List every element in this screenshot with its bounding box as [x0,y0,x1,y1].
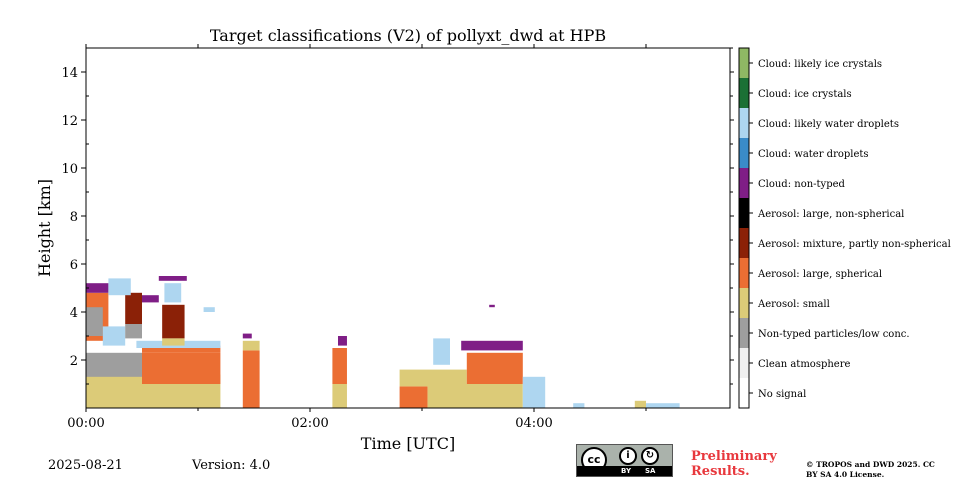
colorbar-swatch-11 [739,48,749,78]
colorbar-label: Aerosol: large, spherical [757,269,882,280]
sa-label: SA [645,467,656,475]
x-axis-label: Time [UTC] [361,434,455,453]
cc-license-badge: cc i ↻ BY SA [576,444,673,477]
colorbar-swatch-8 [739,138,749,168]
colorbar-label: Cloud: likely water droplets [758,119,899,130]
class-cell-26 [427,384,523,408]
chart-title: Target classifications (V2) of pollyxt_d… [210,26,606,45]
class-cell-7 [125,324,142,339]
colorbar-label: Cloud: water droplets [758,149,869,160]
colorbar-label: Non-typed particles/low conc. [758,329,910,340]
share-alike-icon: ↻ [641,447,659,465]
preliminary-notice: Preliminary Results. [691,449,777,479]
class-cell-33 [634,400,646,408]
class-cell-13 [108,278,131,296]
y-tick-label: 8 [70,210,78,225]
colorbar-swatch-1 [739,348,749,378]
class-cell-23 [338,336,347,346]
class-cell-21 [332,384,347,408]
class-cell-12 [86,283,109,293]
class-cell-4 [86,307,103,336]
measurement-date: 2025-08-21 [48,458,123,473]
colorbar-swatch-2 [739,318,749,348]
class-cell-8 [142,345,221,353]
y-tick-label: 4 [70,306,78,321]
y-axis-label: Height [km] [35,179,54,277]
class-cell-1 [86,352,142,377]
class-cell-15 [158,276,187,281]
y-tick-label: 14 [61,66,78,81]
class-cell-29 [461,340,523,351]
class-cell-14 [142,295,159,303]
by-attribution-icon: i [619,447,637,465]
class-cell-19 [242,340,260,351]
class-cell-20 [242,333,252,339]
colorbar-label: Cloud: ice crystals [758,89,852,100]
colorbar-swatch-0 [739,378,749,408]
class-cell-25 [399,369,467,387]
class-cell-30 [522,376,546,408]
colorbar-swatch-4 [739,258,749,288]
colorbar-label: Aerosol: mixture, partly non-spherical [757,239,951,250]
colorbar-swatch-5 [739,228,749,258]
x-tick-label: 00:00 [67,416,104,431]
x-tick-label: 02:00 [291,416,328,431]
class-cell-6 [125,292,142,324]
class-cell-18 [242,350,260,408]
colorbar-swatch-10 [739,78,749,108]
y-tick-label: 2 [70,354,78,369]
colorbar-label: Cloud: non-typed [758,179,846,190]
class-cell-32 [573,403,585,408]
colorbar-swatch-6 [739,198,749,228]
class-cell-31 [489,304,495,308]
class-cell-24 [399,386,428,408]
colorbar-label: Aerosol: large, non-spherical [757,209,904,220]
plot-frame [85,47,731,409]
class-cell-2 [142,352,221,384]
class-cell-22 [332,348,347,384]
copyright-notice: © TROPOS and DWD 2025. CC BY SA 4.0 Lice… [806,460,935,479]
class-cell-27 [466,352,523,384]
colorbar-label: Aerosol: small [757,299,830,310]
class-cell-17 [203,307,215,312]
colorbar-swatch-3 [739,288,749,318]
y-tick-label: 10 [61,162,78,177]
version-label: Version: 4.0 [192,458,271,473]
class-cell-34 [646,403,680,408]
class-cell-5 [102,326,126,346]
y-tick-label: 6 [70,258,78,273]
colorbar-swatch-9 [739,108,749,138]
x-tick-label: 04:00 [515,416,552,431]
class-cell-28 [433,338,450,365]
class-cell-11 [162,338,185,346]
colorbar-frame [738,47,750,409]
by-label: BY [621,467,632,475]
colorbar-label: Cloud: likely ice crystals [758,59,882,70]
class-cell-16 [164,283,182,303]
colorbar-label: Clean atmosphere [758,359,851,370]
y-tick-label: 12 [61,114,78,129]
class-cell-10 [162,304,185,339]
colorbar-swatch-7 [739,168,749,198]
colorbar-label: No signal [758,389,806,400]
